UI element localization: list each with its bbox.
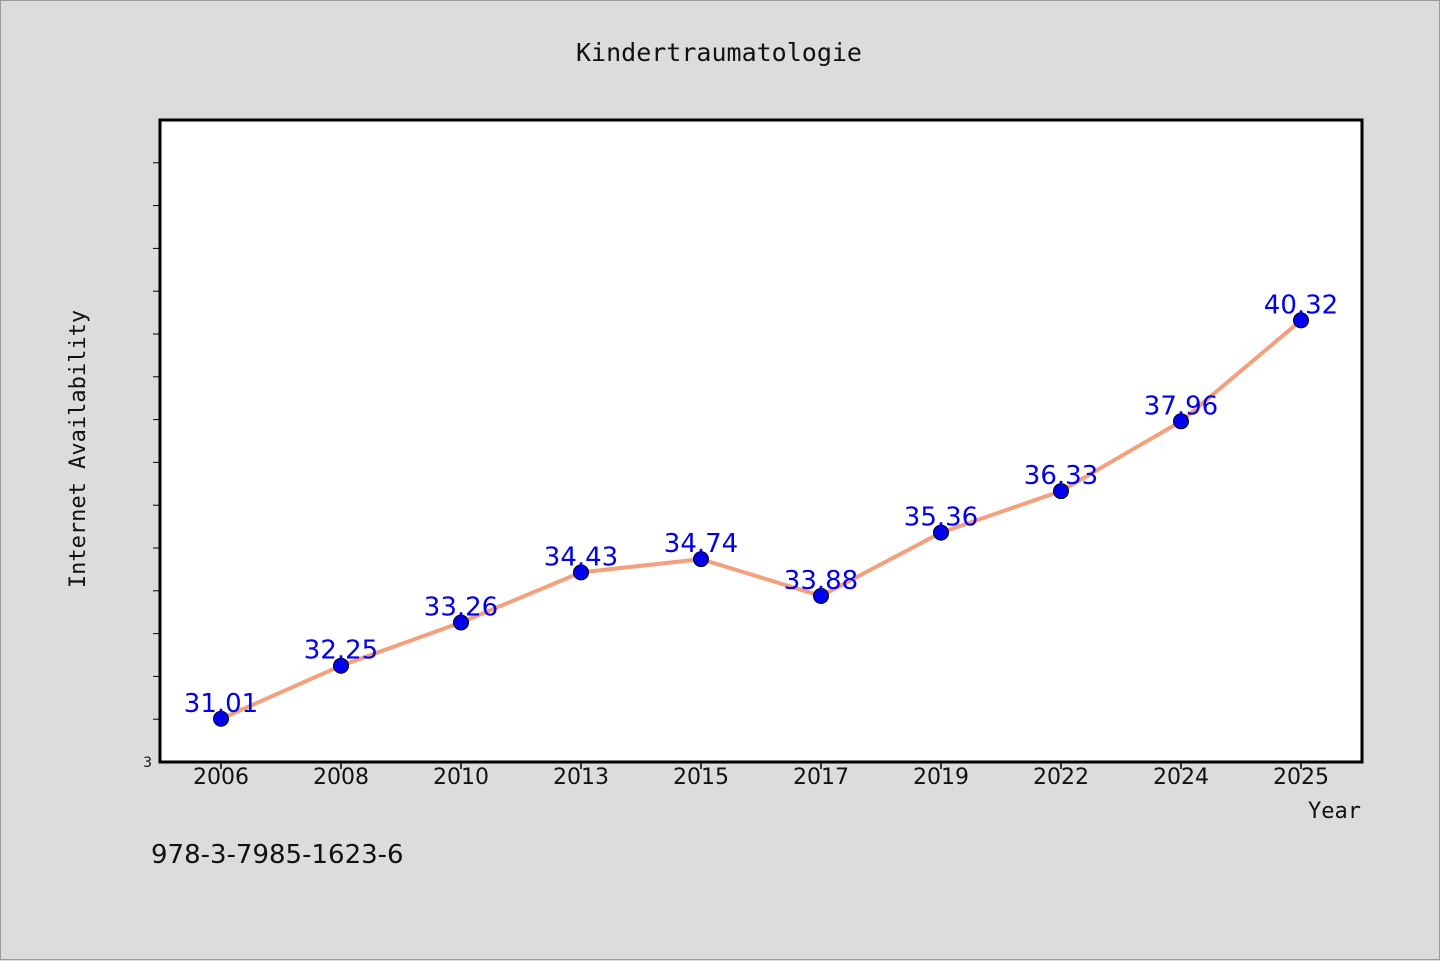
y-tick-label: 3 xyxy=(143,755,152,771)
series-markers xyxy=(213,312,1309,727)
x-axis-label: Year xyxy=(1308,799,1361,824)
x-tick-label: 2006 xyxy=(193,765,249,790)
data-point xyxy=(813,587,829,604)
x-tick-label: 2022 xyxy=(1033,765,1089,790)
data-point xyxy=(453,614,469,631)
x-axis-ticks: 2006 2008 2010 2013 2015 2017 2019 2022 2024 2025 xyxy=(193,762,1329,790)
data-label: 34.43 xyxy=(544,542,618,572)
data-label: 31.01 xyxy=(184,689,258,719)
data-point xyxy=(1173,413,1189,430)
x-tick-label: 2015 xyxy=(673,765,729,790)
data-point xyxy=(213,710,229,727)
data-point xyxy=(573,564,589,581)
data-point xyxy=(1293,312,1309,329)
x-tick-label: 2013 xyxy=(553,765,609,790)
data-label: 36.33 xyxy=(1024,461,1098,491)
data-label: 37.96 xyxy=(1144,391,1218,421)
y-axis-ticks xyxy=(153,162,160,720)
series-line xyxy=(219,318,1303,721)
chart-title: Kindertraumatologie xyxy=(576,38,862,67)
x-tick-label: 2017 xyxy=(793,765,849,790)
data-label: 40.32 xyxy=(1264,290,1338,320)
data-labels: 31.01 32.25 33.26 34.43 34.74 33.88 35.36 36.33… xyxy=(184,290,1338,718)
isbn-text: 978-3-7985-1623-6 xyxy=(151,840,404,870)
data-label: 32.25 xyxy=(304,636,378,666)
data-point xyxy=(933,524,949,541)
x-tick-label: 2008 xyxy=(313,765,369,790)
y-axis-label: Internet Availability xyxy=(66,310,91,588)
data-point xyxy=(693,551,709,568)
x-tick-label: 2010 xyxy=(433,765,489,790)
plot-area xyxy=(158,118,1364,764)
data-label: 35.36 xyxy=(904,503,978,533)
data-point xyxy=(1053,483,1069,500)
x-tick-label: 2025 xyxy=(1273,765,1329,790)
data-label: 33.26 xyxy=(424,592,498,622)
data-label: 34.74 xyxy=(664,529,738,559)
x-tick-label: 2019 xyxy=(913,765,969,790)
data-label: 33.88 xyxy=(784,566,858,596)
x-tick-label: 2024 xyxy=(1153,765,1209,790)
data-point xyxy=(333,657,349,674)
